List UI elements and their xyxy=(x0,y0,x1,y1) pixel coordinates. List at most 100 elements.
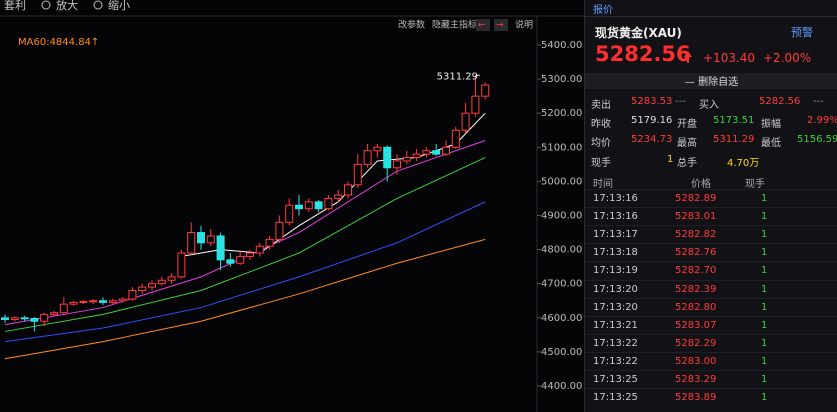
trade-row: 17:13:22 5282.29 1 xyxy=(585,333,837,353)
change-percent: +2.00% xyxy=(763,51,812,65)
candle-body xyxy=(59,303,68,314)
q-value: 5283.53 xyxy=(631,96,673,107)
trade-qty: 1 xyxy=(761,211,768,223)
candle-body xyxy=(108,300,117,303)
trade-price: 5282.80 xyxy=(675,301,717,313)
trade-price: 5283.01 xyxy=(675,211,717,223)
alert-btn[interactable]: 预警 xyxy=(791,26,813,39)
edit-params[interactable]: 改参数 xyxy=(398,19,425,31)
candle-body xyxy=(216,235,225,261)
candle-body xyxy=(79,300,88,303)
q-value: 5282.56 xyxy=(759,96,801,107)
candle-body xyxy=(373,146,382,152)
y-tick-label: 4900.00 xyxy=(541,211,582,222)
trade-price: 5283.89 xyxy=(675,392,717,404)
trade-row: 17:13:19 5282.70 1 xyxy=(585,261,837,280)
candle-body xyxy=(285,204,294,223)
trade-time: 17:13:16 xyxy=(593,193,638,204)
q-value: 5156.59 xyxy=(797,134,837,145)
tool-zoom-in[interactable]: 放大 xyxy=(56,0,78,12)
trade-qty: 1 xyxy=(761,319,768,331)
candle-body xyxy=(197,232,205,244)
high-annotation: 5311.29 xyxy=(437,71,478,82)
col-qty: 现手 xyxy=(745,179,765,190)
trade-price: 5283.07 xyxy=(675,319,717,331)
trade-price: 5282.89 xyxy=(675,193,717,204)
trade-row: 17:13:16 5283.01 1 xyxy=(585,207,837,226)
remove-label[interactable]: 删除自选 xyxy=(698,77,739,88)
trade-time: 17:13:16 xyxy=(593,211,638,223)
candle-body xyxy=(246,252,254,257)
candle-body xyxy=(118,298,127,302)
trade-time: 17:13:18 xyxy=(593,247,638,259)
prev-btn[interactable]: ← xyxy=(478,21,486,31)
candle-body xyxy=(471,95,480,114)
trade-qty: 1 xyxy=(761,301,768,313)
tab[interactable]: 报价 xyxy=(593,5,613,16)
trade-row: 17:13:25 5283.29 1 xyxy=(585,370,837,389)
trade-row: 17:13:17 5282.82 1 xyxy=(585,225,837,244)
tool-zoom-out[interactable]: 缩小 xyxy=(108,0,130,12)
candle-body xyxy=(99,300,107,303)
trade-time: 17:13:21 xyxy=(593,319,638,331)
kline-chart: 套利 放大 缩小 改参数 隐藏主指标 ← → 说明 MA60:4844.84↑ … xyxy=(0,0,584,412)
q-label: 现手 xyxy=(591,158,611,169)
candle-body xyxy=(1,317,9,321)
quote-row: 均价 5234.73 最高 5311.29 最低 5156.59 xyxy=(591,134,837,152)
candle-body xyxy=(295,204,303,210)
trade-qty: 1 xyxy=(761,247,768,259)
candle-body xyxy=(402,157,411,162)
candle-body xyxy=(324,197,333,210)
btn-bg xyxy=(476,19,490,31)
y-tick-label: 5200.00 xyxy=(541,108,582,119)
trade-row: 17:13:21 5283.07 1 xyxy=(585,315,837,335)
trade-time: 17:13:20 xyxy=(593,283,638,295)
candle-body xyxy=(20,317,29,320)
col-price: 价格 xyxy=(691,179,711,190)
q-label: 开盘 xyxy=(677,119,697,130)
candle-body xyxy=(30,317,39,322)
trade-price: 5282.39 xyxy=(675,283,717,295)
trade-row: 17:13:20 5282.39 1 xyxy=(585,279,837,299)
candle-body xyxy=(10,317,19,321)
remove-watch[interactable]: — 删除自选 xyxy=(585,73,837,89)
ma-line xyxy=(4,157,486,332)
next-btn[interactable]: → xyxy=(496,21,504,31)
y-tick-label: 4600.00 xyxy=(541,313,582,324)
trade-row: 17:13:25 5283.89 1 xyxy=(585,388,837,407)
trade-price: 5283.00 xyxy=(675,355,717,367)
candle-body xyxy=(177,252,186,278)
candle-body xyxy=(40,313,49,322)
candle-body xyxy=(481,84,490,97)
trade-qty: 1 xyxy=(761,283,768,295)
candle-body xyxy=(275,221,284,240)
candle-body xyxy=(157,279,166,285)
candle-body xyxy=(314,201,323,210)
q-label: 最高 xyxy=(677,138,697,149)
candle-body xyxy=(226,259,235,264)
tool-arbitrage[interactable]: 套利 xyxy=(4,0,26,12)
candle-body xyxy=(265,238,274,247)
trade-price: 5282.82 xyxy=(675,229,717,241)
candle-body xyxy=(236,255,245,264)
q-value: 5234.73 xyxy=(631,134,673,145)
candle-body xyxy=(128,290,137,300)
trade-price: 5282.70 xyxy=(675,265,717,277)
q-label: 总手 xyxy=(677,158,697,169)
trade-time: 17:13:25 xyxy=(593,392,638,404)
help-btn[interactable]: 说明 xyxy=(515,19,533,31)
y-tick-label: 4400.00 xyxy=(541,381,582,392)
candle-body xyxy=(334,194,343,199)
y-tick-label: 5000.00 xyxy=(541,176,582,187)
candle-body xyxy=(353,163,362,186)
trade-qty: 1 xyxy=(761,337,768,349)
quote-panel: 报价 现货黄金(XAU) 预警 5282.56 +103.40 +2.00% —… xyxy=(584,0,837,412)
trade-row: 17:13:20 5282.80 1 xyxy=(585,297,837,317)
candle-body xyxy=(187,232,196,254)
y-tick-label: 5400.00 xyxy=(541,40,582,51)
symbol-title: 现货黄金(XAU) xyxy=(595,26,682,40)
trade-time: 17:13:22 xyxy=(593,355,638,367)
q-label: 均价 xyxy=(591,138,611,149)
hide-indicator[interactable]: 隐藏主指标 xyxy=(432,19,477,31)
candle-body xyxy=(167,276,176,281)
